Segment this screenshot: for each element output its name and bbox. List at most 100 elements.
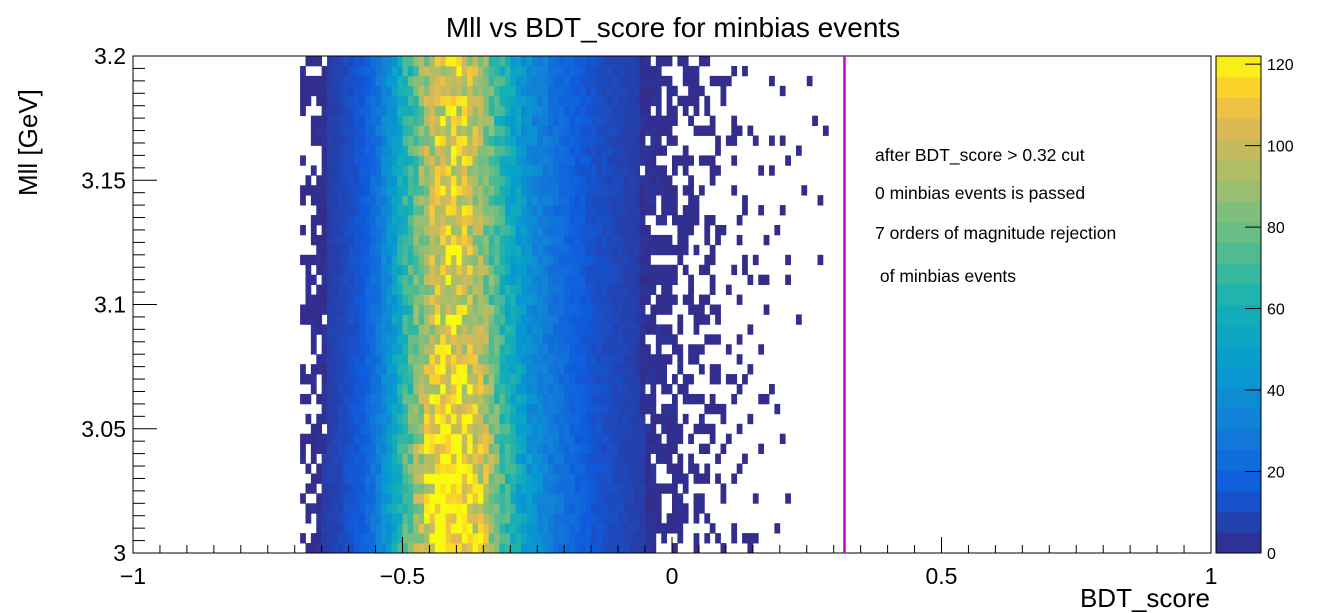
heatmap-cell: [542, 513, 549, 524]
heatmap-cell: [618, 523, 624, 534]
heatmap-cell: [477, 354, 484, 365]
heatmap-cell: [348, 304, 355, 315]
heatmap-cell: [650, 423, 657, 435]
heatmap-cell: [515, 453, 522, 464]
heatmap-cell: [343, 284, 349, 295]
heatmap-cell: [591, 56, 597, 67]
heatmap-cell: [353, 433, 360, 445]
heatmap-cell: [655, 175, 662, 186]
heatmap-cell: [467, 165, 473, 176]
heatmap-cell: [327, 155, 333, 166]
heatmap-cell: [343, 125, 349, 136]
heatmap-cell: [655, 135, 662, 146]
heatmap-cell: [375, 344, 382, 355]
heatmap-cell: [531, 105, 538, 117]
heatmap-cell: [332, 523, 339, 534]
heatmap-cell: [456, 105, 463, 117]
heatmap-cell: [434, 453, 441, 464]
heatmap-cell: [397, 244, 403, 256]
heatmap-cell: [574, 165, 581, 176]
heatmap-cell: [537, 105, 544, 117]
heatmap-cell: [531, 334, 538, 345]
heatmap-cell: [645, 165, 651, 176]
heatmap-cell: [348, 364, 355, 375]
heatmap-cell: [418, 234, 425, 246]
heatmap-cell: [537, 493, 544, 504]
heatmap-cell: [558, 284, 565, 295]
heatmap-cell: [380, 195, 387, 206]
color-scale-step: [1216, 366, 1261, 388]
heatmap-cell: [693, 205, 700, 216]
heatmap-cell: [451, 533, 457, 544]
heatmap-cell: [564, 433, 570, 445]
heatmap-cell: [569, 433, 576, 445]
heatmap-cell: [472, 503, 479, 514]
heatmap-cell: [407, 274, 414, 286]
heatmap-cell: [510, 115, 517, 126]
heatmap-cell: [569, 463, 576, 474]
heatmap-cell: [558, 175, 565, 186]
heatmap-cell: [542, 364, 549, 375]
heatmap-cell: [725, 344, 732, 355]
heatmap-cell: [618, 354, 624, 365]
heatmap-cell: [607, 344, 614, 355]
heatmap-cell: [434, 493, 441, 504]
heatmap-cell: [353, 264, 360, 276]
heatmap-cell: [445, 314, 452, 325]
heatmap-cell: [429, 85, 436, 97]
heatmap-cell: [634, 384, 641, 395]
heatmap-cell: [451, 175, 457, 186]
heatmap-cell: [607, 115, 614, 126]
heatmap-cell: [693, 513, 700, 524]
heatmap-cell: [553, 364, 560, 375]
heatmap-cell: [564, 364, 570, 375]
heatmap-cell: [704, 513, 711, 524]
heatmap-cell: [515, 155, 522, 166]
heatmap-cell: [483, 195, 490, 206]
heatmap-cell: [472, 155, 479, 166]
heatmap-cell: [397, 224, 403, 236]
heatmap-cell: [445, 473, 452, 484]
heatmap-cell: [558, 185, 565, 196]
heatmap-cell: [574, 433, 581, 445]
heatmap-cell: [569, 234, 576, 246]
heatmap-cell: [607, 234, 614, 246]
heatmap-cell: [612, 75, 619, 87]
heatmap-cell: [612, 393, 619, 405]
heatmap-cell: [370, 185, 376, 196]
heatmap-cell: [704, 215, 711, 226]
heatmap-cell: [407, 215, 414, 226]
heatmap-cell: [418, 264, 425, 276]
heatmap-cell: [402, 145, 409, 156]
heatmap-cell: [327, 224, 333, 236]
heatmap-cell: [494, 483, 500, 494]
heatmap-cell: [591, 274, 597, 286]
heatmap-cell: [380, 453, 387, 464]
heatmap-cell: [515, 393, 522, 405]
heatmap-cell: [424, 254, 430, 266]
heatmap-cell: [332, 165, 339, 176]
heatmap-cell: [413, 125, 420, 136]
heatmap-cell: [364, 533, 371, 544]
heatmap-cell: [779, 135, 786, 146]
heatmap-cell: [628, 493, 635, 504]
heatmap-cell: [353, 393, 360, 405]
heatmap-cell: [440, 254, 447, 266]
heatmap-cell: [300, 155, 306, 166]
heatmap-cell: [591, 95, 597, 107]
heatmap-cell: [596, 413, 603, 425]
heatmap-cell: [607, 145, 614, 156]
heatmap-cell: [434, 513, 441, 524]
heatmap-cell: [353, 334, 360, 345]
heatmap-cell: [391, 165, 398, 176]
heatmap-cell: [310, 483, 317, 494]
heatmap-cell: [337, 344, 344, 355]
heatmap-cell: [483, 543, 490, 554]
heatmap-cell: [655, 95, 662, 107]
heatmap-cell: [310, 374, 317, 385]
heatmap-cell: [618, 215, 624, 226]
heatmap-cell: [321, 175, 328, 186]
heatmap-cell: [370, 234, 376, 246]
heatmap-cell: [375, 374, 382, 385]
heatmap-cell: [353, 294, 360, 305]
